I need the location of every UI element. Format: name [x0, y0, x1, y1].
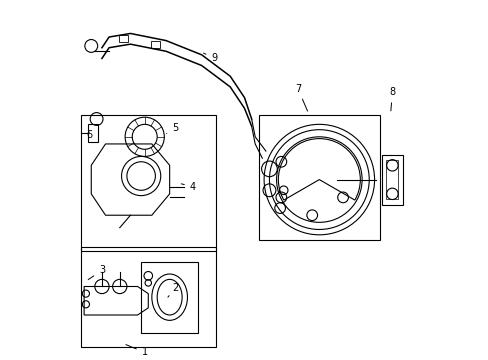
- Text: 9: 9: [203, 53, 217, 63]
- Text: 7: 7: [294, 84, 307, 111]
- Text: 1: 1: [125, 345, 147, 357]
- Text: 3: 3: [88, 265, 105, 280]
- Text: 8: 8: [388, 87, 395, 111]
- Text: 5: 5: [166, 123, 178, 134]
- Text: 2: 2: [167, 283, 178, 297]
- Text: 6: 6: [86, 130, 92, 140]
- Text: 4: 4: [181, 182, 196, 192]
